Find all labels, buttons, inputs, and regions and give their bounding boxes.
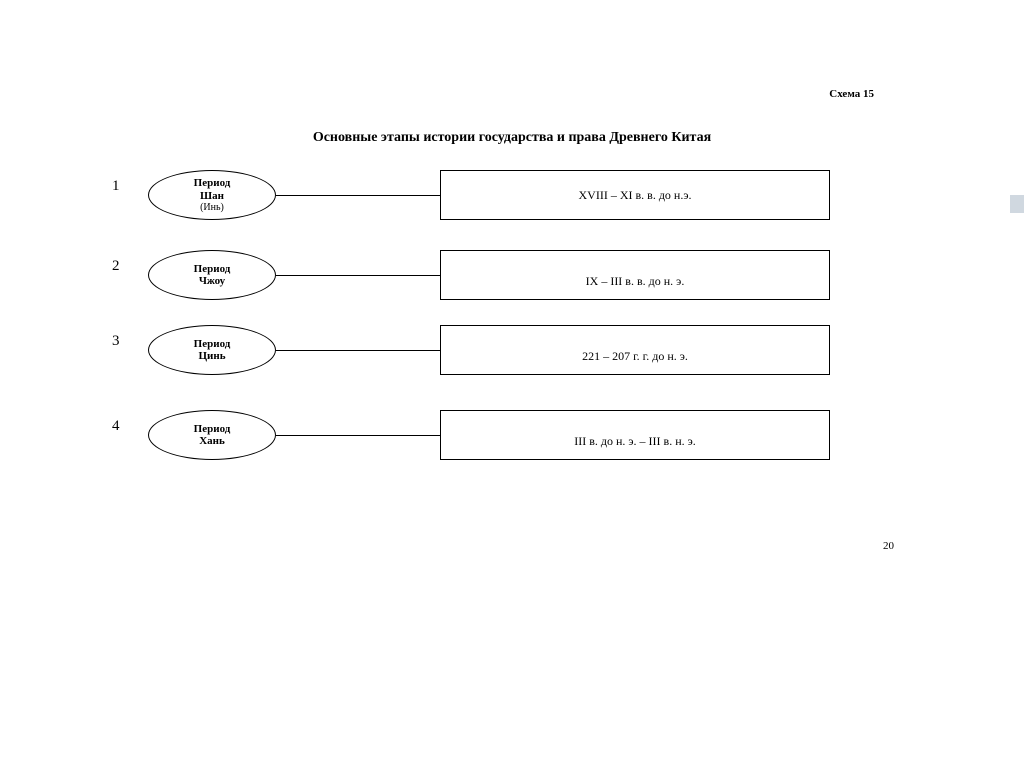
ellipse-line3: (Инь) [200, 202, 224, 213]
connector-line [276, 350, 440, 351]
period-ellipse: ПериодЦинь [148, 325, 276, 375]
row-number: 2 [112, 258, 120, 275]
ellipse-line2: Цинь [198, 350, 225, 362]
page-title: Основные этапы истории государства и пра… [0, 130, 1024, 146]
ellipse-line2: Хань [199, 435, 225, 447]
ellipse-line2: Шан [200, 190, 224, 202]
ellipse-line1: Период [194, 263, 231, 275]
diagram-row: 2 ПериодЧжоу IX – III в. в. до н. э. [0, 250, 1024, 310]
ellipse-line1: Период [194, 338, 231, 350]
ellipse-line2: Чжоу [199, 275, 225, 287]
row-number: 4 [112, 418, 120, 435]
page-number: 20 [883, 540, 894, 552]
ellipse-line1: Период [194, 423, 231, 435]
ellipse-line1: Период [194, 177, 231, 189]
period-ellipse: ПериодЧжоу [148, 250, 276, 300]
connector-line [276, 275, 440, 276]
diagram-row: 4 ПериодХань III в. до н. э. – III в. н. э… [0, 410, 1024, 470]
period-dates-box: 221 – 207 г. г. до н. э. [440, 325, 830, 375]
schema-label: Схема 15 [829, 88, 874, 100]
row-number: 3 [112, 333, 120, 350]
period-dates-box: XVIII – XI в. в. до н.э. [440, 170, 830, 220]
row-number: 1 [112, 178, 120, 195]
connector-line [276, 195, 440, 196]
period-dates-box: IX – III в. в. до н. э. [440, 250, 830, 300]
diagram-row: 3 ПериодЦинь 221 – 207 г. г. до н. э. [0, 325, 1024, 385]
period-ellipse: ПериодШан(Инь) [148, 170, 276, 220]
connector-line [276, 435, 440, 436]
diagram-row: 1 ПериодШан(Инь) XVIII – XI в. в. до н.э. [0, 170, 1024, 230]
period-ellipse: ПериодХань [148, 410, 276, 460]
period-dates-box: III в. до н. э. – III в. н. э. [440, 410, 830, 460]
